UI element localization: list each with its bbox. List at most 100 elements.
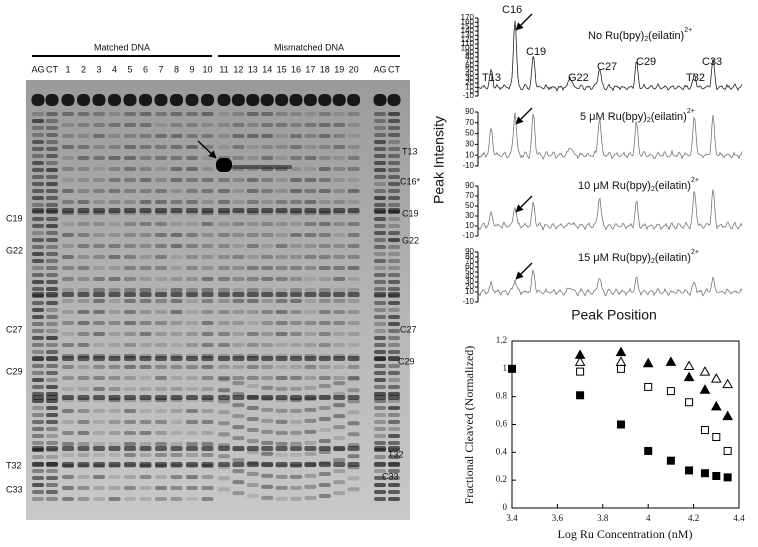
band <box>333 178 346 182</box>
band <box>46 427 58 431</box>
band <box>231 94 245 106</box>
x-tick-label: 3.4 <box>506 513 518 523</box>
band <box>124 409 136 413</box>
band <box>374 196 386 200</box>
band <box>275 474 288 479</box>
band <box>275 292 288 297</box>
band <box>32 378 44 382</box>
band <box>77 299 90 303</box>
band <box>388 385 400 389</box>
band <box>374 356 386 361</box>
band <box>246 255 259 259</box>
band <box>170 420 183 424</box>
band <box>218 399 230 404</box>
band <box>32 446 44 451</box>
band <box>275 332 288 336</box>
band <box>62 208 74 213</box>
band <box>46 147 58 151</box>
band <box>388 119 400 123</box>
lane-label: 19 <box>334 64 344 74</box>
band <box>93 409 105 413</box>
band <box>170 395 183 400</box>
band <box>246 321 259 325</box>
band <box>304 255 317 259</box>
band <box>124 266 136 270</box>
band <box>155 266 167 270</box>
band <box>232 233 245 237</box>
band <box>318 343 331 347</box>
band <box>374 343 386 347</box>
band <box>373 94 387 106</box>
band <box>388 154 400 158</box>
band <box>261 310 274 314</box>
band <box>32 175 44 179</box>
band <box>304 244 317 248</box>
band <box>304 156 317 160</box>
band <box>261 189 274 193</box>
band <box>246 332 259 336</box>
band <box>388 441 400 445</box>
x-tick-label: 3.8 <box>597 513 609 523</box>
lane-label: 1 <box>65 64 70 74</box>
band <box>155 244 167 248</box>
band <box>155 208 167 213</box>
band <box>318 472 331 476</box>
band <box>232 244 245 248</box>
lane-label: 7 <box>158 64 163 74</box>
band <box>77 486 90 490</box>
trace-panel: Peak Intensity Peak Position 17016015014… <box>431 4 743 323</box>
band <box>347 167 360 171</box>
band <box>139 321 152 325</box>
band <box>374 217 386 221</box>
title-part: 2 <box>651 186 655 193</box>
band <box>290 134 302 138</box>
band <box>304 277 317 281</box>
band <box>139 431 152 435</box>
band <box>218 395 230 400</box>
band-label: G22 <box>402 235 419 245</box>
band <box>32 420 44 424</box>
band <box>218 299 230 303</box>
band <box>218 446 230 451</box>
band <box>124 156 136 160</box>
band <box>333 436 346 441</box>
band <box>374 126 386 130</box>
band <box>246 266 259 270</box>
band <box>347 446 360 451</box>
band <box>290 292 302 297</box>
y-tick-label: 120 <box>461 35 475 44</box>
point <box>722 410 734 421</box>
band <box>388 434 400 438</box>
band <box>46 208 58 213</box>
band <box>155 343 167 347</box>
title-part: 2 <box>647 117 651 124</box>
band <box>155 222 167 226</box>
band <box>62 431 74 435</box>
band <box>333 145 346 149</box>
band <box>32 364 44 368</box>
band <box>32 385 44 389</box>
band <box>261 208 274 213</box>
band <box>93 123 105 127</box>
band <box>170 321 183 325</box>
band <box>32 231 44 235</box>
band <box>318 277 331 281</box>
band <box>32 161 44 165</box>
band <box>186 446 198 451</box>
band <box>108 145 121 149</box>
band <box>46 356 58 361</box>
band <box>374 112 386 116</box>
band <box>304 484 317 489</box>
band <box>46 315 58 319</box>
band <box>186 310 198 314</box>
band <box>32 287 44 291</box>
band <box>170 112 183 116</box>
band <box>93 395 105 400</box>
band <box>139 453 152 457</box>
band <box>124 310 136 314</box>
band <box>318 299 331 303</box>
band <box>170 266 183 270</box>
band <box>185 94 199 106</box>
band <box>77 178 90 182</box>
x-tick-label: 3.6 <box>552 513 564 523</box>
